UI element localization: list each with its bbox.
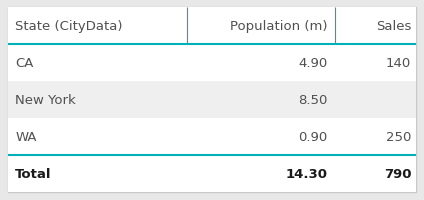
Text: Total: Total xyxy=(15,167,52,180)
Text: Sales: Sales xyxy=(376,20,411,33)
Text: 790: 790 xyxy=(384,167,411,180)
Bar xyxy=(8,118,416,155)
Text: 0.90: 0.90 xyxy=(298,130,328,143)
Text: Population (m): Population (m) xyxy=(230,20,328,33)
Text: WA: WA xyxy=(15,130,37,143)
Text: 140: 140 xyxy=(386,57,411,70)
Bar xyxy=(8,155,416,192)
Bar xyxy=(8,45,416,82)
Bar xyxy=(8,8,416,45)
Bar xyxy=(8,82,416,118)
Text: 250: 250 xyxy=(386,130,411,143)
Text: State (CityData): State (CityData) xyxy=(15,20,123,33)
Text: 8.50: 8.50 xyxy=(298,94,328,106)
Text: 4.90: 4.90 xyxy=(298,57,328,70)
Text: 14.30: 14.30 xyxy=(286,167,328,180)
Text: New York: New York xyxy=(15,94,76,106)
Text: CA: CA xyxy=(15,57,33,70)
